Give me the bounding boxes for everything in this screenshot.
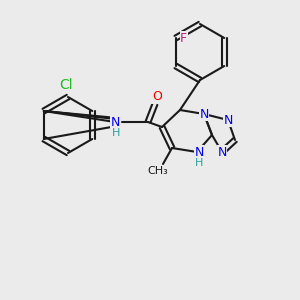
Text: N: N — [194, 146, 204, 158]
Text: F: F — [180, 32, 187, 44]
Text: H: H — [112, 128, 120, 138]
Text: N: N — [199, 107, 209, 121]
Text: N: N — [217, 146, 227, 158]
Text: N: N — [110, 116, 120, 128]
Text: Cl: Cl — [59, 78, 73, 92]
Text: N: N — [223, 113, 233, 127]
Text: CH₃: CH₃ — [148, 166, 168, 176]
Text: H: H — [195, 158, 203, 168]
Text: O: O — [152, 91, 162, 103]
